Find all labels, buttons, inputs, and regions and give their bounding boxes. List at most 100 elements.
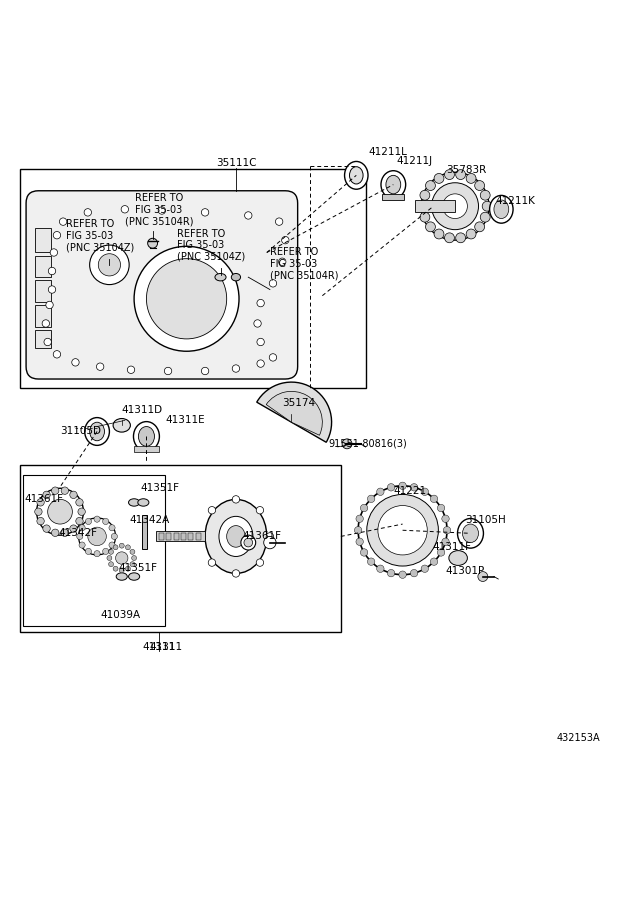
Circle shape — [35, 508, 42, 516]
Circle shape — [418, 202, 428, 211]
Circle shape — [232, 496, 240, 503]
Bar — [134, 446, 159, 452]
Text: 432153A: 432153A — [557, 734, 600, 743]
Bar — [382, 194, 404, 200]
Circle shape — [202, 367, 209, 374]
Text: 41361F: 41361F — [242, 531, 281, 541]
Ellipse shape — [231, 274, 241, 281]
Circle shape — [421, 172, 489, 240]
Circle shape — [60, 218, 67, 225]
Text: 35174: 35174 — [282, 398, 316, 408]
Ellipse shape — [350, 166, 363, 184]
Circle shape — [275, 218, 283, 225]
Ellipse shape — [386, 176, 401, 194]
Circle shape — [51, 487, 59, 494]
Circle shape — [421, 488, 428, 496]
Circle shape — [399, 482, 406, 490]
Bar — [181, 533, 186, 540]
Bar — [35, 280, 51, 302]
Circle shape — [37, 489, 84, 536]
Ellipse shape — [494, 200, 509, 219]
Circle shape — [377, 488, 384, 496]
Ellipse shape — [85, 418, 109, 446]
Ellipse shape — [227, 526, 245, 547]
Circle shape — [77, 534, 83, 539]
Circle shape — [437, 504, 445, 512]
Text: 41311E: 41311E — [165, 415, 205, 426]
Circle shape — [48, 500, 73, 524]
Circle shape — [130, 549, 135, 554]
Circle shape — [48, 267, 56, 274]
Text: 35783R: 35783R — [446, 166, 486, 176]
Circle shape — [264, 536, 276, 549]
Circle shape — [420, 212, 430, 222]
Bar — [23, 474, 165, 626]
Ellipse shape — [490, 195, 513, 223]
Text: 41211J: 41211J — [396, 156, 433, 166]
Circle shape — [37, 499, 44, 506]
Circle shape — [111, 534, 117, 539]
Text: 41311: 41311 — [149, 643, 183, 652]
Circle shape — [158, 207, 166, 214]
Text: REFER TO
FIG 35-03
(PNC 35104Z): REFER TO FIG 35-03 (PNC 35104Z) — [66, 220, 135, 253]
Ellipse shape — [241, 536, 255, 550]
Bar — [196, 533, 201, 540]
Circle shape — [432, 183, 479, 230]
Text: REFER TO
FIG 35-03
(PNC 35104R): REFER TO FIG 35-03 (PNC 35104R) — [270, 248, 339, 280]
Circle shape — [108, 549, 113, 554]
Circle shape — [410, 570, 418, 577]
Text: 41211K: 41211K — [495, 196, 535, 206]
Text: 41361F: 41361F — [25, 494, 64, 504]
Circle shape — [445, 233, 454, 243]
Circle shape — [48, 286, 56, 293]
Circle shape — [232, 570, 240, 577]
Text: 41351F: 41351F — [140, 483, 179, 493]
Circle shape — [410, 483, 418, 491]
Circle shape — [434, 230, 444, 238]
Circle shape — [269, 354, 277, 361]
Circle shape — [355, 526, 362, 534]
Circle shape — [37, 518, 44, 525]
Circle shape — [70, 525, 78, 532]
Circle shape — [84, 209, 92, 216]
Circle shape — [443, 526, 451, 534]
Circle shape — [368, 495, 375, 502]
Circle shape — [430, 495, 438, 502]
Text: 41211L: 41211L — [369, 147, 407, 157]
Circle shape — [399, 571, 406, 579]
Circle shape — [94, 551, 100, 557]
Circle shape — [61, 529, 69, 536]
Circle shape — [134, 247, 239, 351]
Circle shape — [103, 548, 108, 554]
Circle shape — [78, 508, 86, 516]
Ellipse shape — [113, 418, 130, 432]
Bar — [35, 228, 51, 253]
Circle shape — [256, 507, 264, 514]
Ellipse shape — [219, 517, 253, 556]
Ellipse shape — [128, 499, 140, 506]
Circle shape — [425, 181, 435, 191]
Ellipse shape — [133, 421, 159, 451]
Ellipse shape — [215, 274, 226, 281]
Circle shape — [113, 544, 118, 550]
Text: 41311: 41311 — [142, 643, 175, 652]
Bar — [142, 515, 147, 549]
Circle shape — [358, 486, 447, 575]
FancyBboxPatch shape — [26, 191, 298, 379]
Circle shape — [434, 174, 444, 184]
Circle shape — [377, 565, 384, 572]
Circle shape — [76, 518, 83, 525]
Circle shape — [131, 555, 136, 561]
Ellipse shape — [128, 572, 140, 580]
Circle shape — [90, 245, 129, 284]
Circle shape — [466, 230, 476, 238]
Bar — [415, 200, 455, 212]
Text: 41351F: 41351F — [118, 563, 157, 573]
Circle shape — [72, 359, 79, 366]
Circle shape — [88, 527, 106, 545]
Circle shape — [70, 491, 78, 499]
Text: 91551-80816(3): 91551-80816(3) — [329, 438, 407, 448]
Circle shape — [43, 525, 50, 532]
Circle shape — [53, 351, 61, 358]
Circle shape — [121, 205, 128, 213]
